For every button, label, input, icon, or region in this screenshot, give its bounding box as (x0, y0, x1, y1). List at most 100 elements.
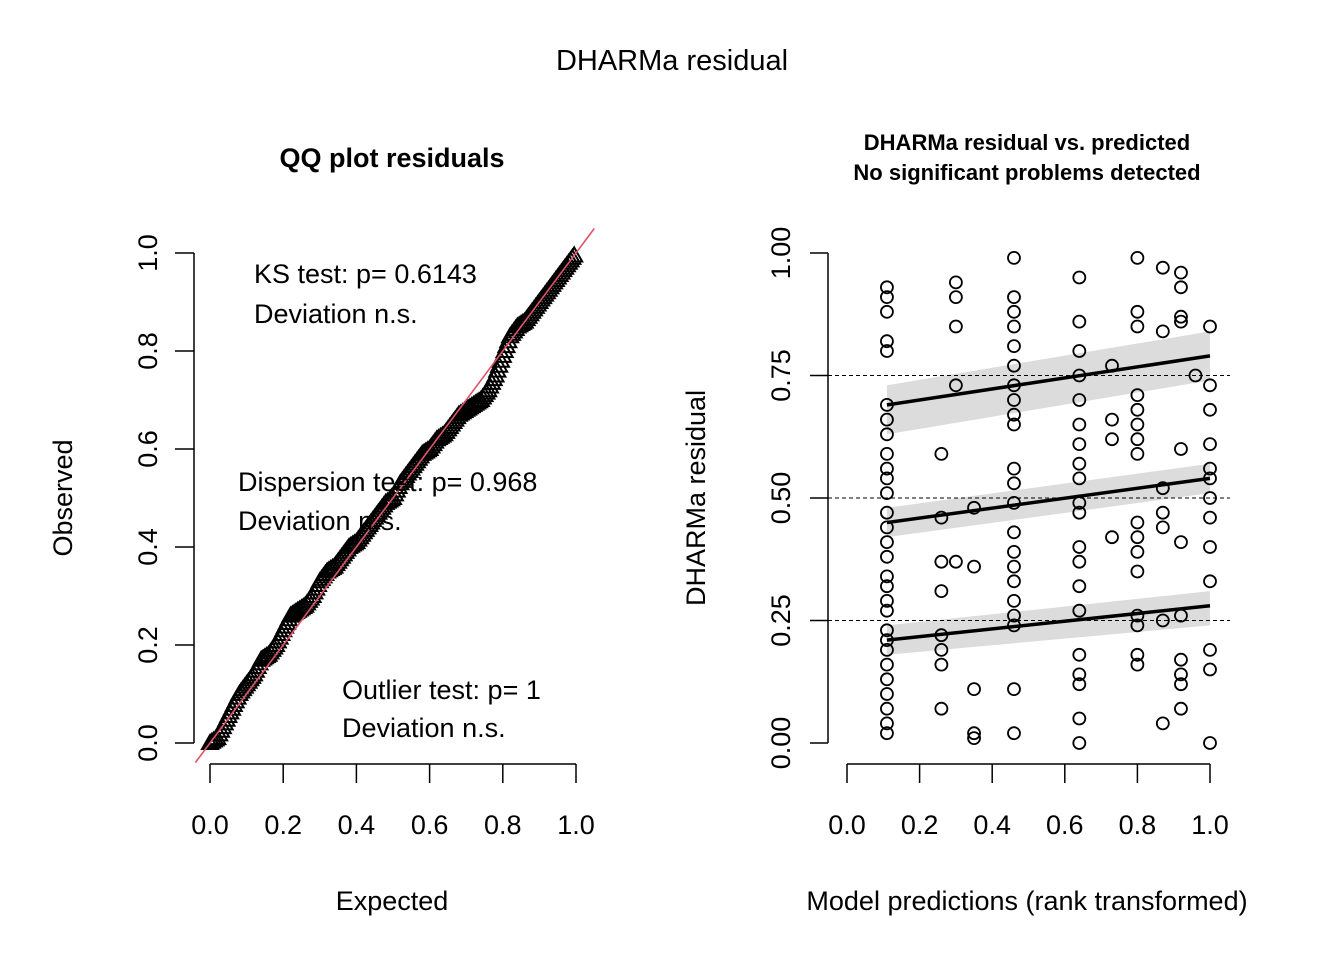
residual-point (1203, 461, 1217, 476)
resid-x-axis: 0.0 0.2 0.4 0.6 0.8 1.0 (828, 763, 1229, 840)
page-title: DHARMa residual (556, 45, 788, 77)
ks-test-line1: KS test: p= 0.6143 (254, 259, 477, 289)
resid-x-label: Model predictions (rank transformed) (806, 886, 1247, 916)
resid-x-tick-label: 0.6 (1046, 810, 1084, 840)
residual-point (1130, 417, 1145, 432)
qq-y-tick-label: 0.6 (133, 430, 163, 468)
residual-point (934, 446, 949, 461)
residual-point (880, 471, 894, 486)
qq-y-tick-label: 0.8 (133, 332, 163, 370)
residual-point (1174, 677, 1188, 692)
residual-point (1007, 559, 1021, 574)
quantile-fit-lines (886, 354, 1211, 642)
residual-point (1072, 270, 1087, 285)
dispersion-test-line1: Dispersion test: p= 0.968 (238, 467, 537, 497)
residual-point (1130, 250, 1145, 265)
quantile-fit-line (886, 476, 1211, 525)
residual-point (880, 701, 894, 716)
residual-point (1155, 716, 1170, 731)
residual-point (880, 657, 894, 672)
resid-y-tick-label: 0.00 (766, 717, 796, 770)
residual-point (1130, 432, 1145, 447)
residual-point (880, 412, 894, 427)
residual-point (949, 319, 963, 334)
resid-y-tick-label: 0.25 (766, 594, 796, 647)
dispersion-test-line2: Deviation n.s. (238, 506, 402, 536)
residual-point (1072, 471, 1087, 486)
qq-y-axis: 0.0 0.2 0.4 0.6 0.8 1.0 (133, 234, 195, 762)
resid-title: DHARMa residual vs. predicted (864, 130, 1190, 155)
residual-point (880, 687, 894, 701)
qq-x-tick-label: 0.0 (191, 810, 229, 840)
qq-plot-panel: QQ plot residuals 0.0 0.2 0.4 0.6 0.8 1.0 0.0… (48, 143, 595, 916)
residual-point (880, 569, 894, 584)
quantile-fit-line (886, 604, 1211, 642)
residual-point (1072, 540, 1087, 554)
residual-point (1174, 280, 1188, 295)
residual-point (934, 643, 949, 657)
residual-point (1007, 525, 1021, 540)
residual-point (1007, 726, 1021, 741)
residual-point (967, 682, 981, 696)
residual-point (1072, 437, 1087, 452)
residual-point (1007, 476, 1021, 491)
residual-point (1007, 393, 1021, 407)
residual-point (1174, 701, 1188, 716)
residual-point (1155, 481, 1170, 496)
qq-reference-line (194, 228, 595, 764)
residual-point (1155, 613, 1170, 628)
residual-point (1130, 647, 1145, 662)
resid-y-axis: 0.00 0.25 0.50 0.75 1.00 (766, 227, 829, 770)
qq-x-tick-label: 0.8 (484, 810, 522, 840)
residual-point (1130, 388, 1145, 403)
residual-point (1072, 505, 1087, 520)
resid-x-tick-label: 0.8 (1119, 810, 1157, 840)
residual-point (1072, 736, 1087, 750)
residual-point (1130, 319, 1145, 334)
residual-point (1007, 545, 1021, 559)
residual-point (1155, 324, 1170, 339)
residual-point (1007, 319, 1021, 334)
residual-point (1072, 647, 1087, 662)
residual-point (1130, 530, 1145, 545)
residual-point (1072, 417, 1087, 432)
qq-y-label: Observed (48, 439, 78, 556)
residual-point (880, 672, 894, 687)
qq-x-axis: 0.0 0.2 0.4 0.6 0.8 1.0 (191, 763, 595, 840)
residual-point (1007, 608, 1021, 623)
residual-point (1072, 677, 1087, 692)
residual-point (1007, 594, 1021, 608)
residual-point (1072, 667, 1087, 682)
residual-point (967, 726, 981, 741)
residual-point (880, 594, 894, 608)
residual-point (1174, 309, 1188, 324)
residual-point (1105, 432, 1119, 447)
outlier-test-line1: Outlier test: p= 1 (342, 675, 541, 705)
resid-subtitle: No significant problems detected (853, 160, 1200, 185)
residual-point (1072, 344, 1087, 358)
residual-point (880, 461, 894, 476)
residual-point (949, 290, 963, 305)
residual-point (880, 486, 894, 501)
residual-point (1072, 579, 1087, 594)
residual-point (880, 280, 894, 295)
resid-y-tick-label: 0.50 (766, 472, 796, 525)
residual-point (1130, 618, 1145, 633)
residual-point (1155, 505, 1170, 520)
residual-point (1007, 461, 1021, 476)
residual-point (1174, 667, 1188, 682)
resid-x-tick-label: 0.4 (973, 810, 1011, 840)
residual-point (880, 505, 894, 520)
residual-point (1203, 491, 1217, 505)
residual-point (1130, 545, 1145, 559)
residual-point (1203, 510, 1217, 525)
residual-point (1203, 378, 1217, 393)
residual-point (1203, 540, 1217, 554)
residual-point (949, 554, 963, 569)
residual-point (1130, 564, 1145, 579)
residual-point (1203, 402, 1217, 417)
residual-point (1174, 535, 1188, 549)
residual-point (949, 378, 963, 393)
residual-point (1155, 520, 1170, 535)
residual-point (880, 535, 894, 549)
